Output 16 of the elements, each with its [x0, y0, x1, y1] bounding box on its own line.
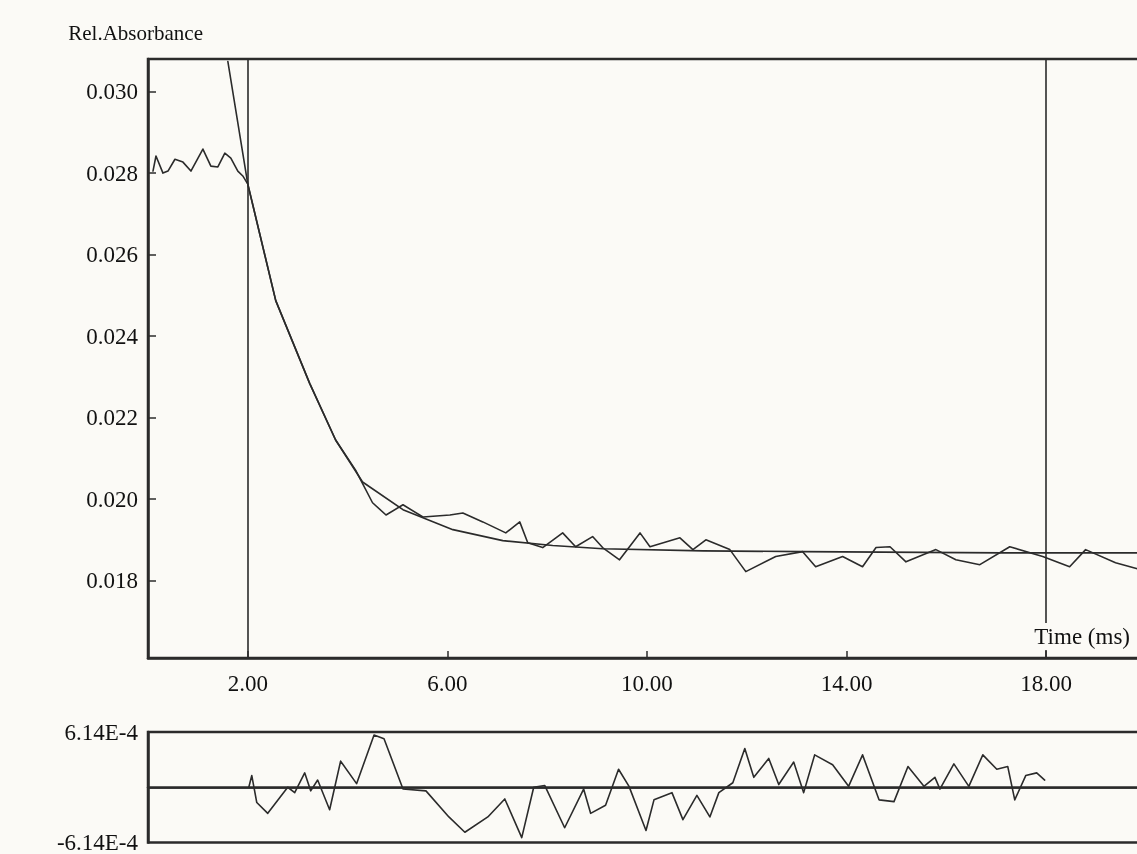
y-tick-label: 0.024 — [86, 323, 139, 349]
y-tick-label: -6.14E-4 — [56, 830, 139, 854]
x-tick-label: 10.00 — [621, 671, 673, 696]
y-tick-label: 0.026 — [86, 242, 138, 268]
y-tick-label: 0.018 — [86, 568, 138, 594]
y-axis-title: Rel.Absorbance — [68, 20, 203, 45]
y-tick-label: 6.14E-4 — [64, 719, 139, 745]
y-tick-label: 0.028 — [86, 160, 138, 186]
y-tick-label: 0.022 — [86, 405, 138, 431]
x-tick-label: 2.00 — [227, 671, 268, 696]
x-axis-title: Time (ms) — [1034, 624, 1130, 649]
x-tick-label: 6.00 — [427, 671, 468, 696]
x-tick-label: 14.00 — [820, 671, 873, 696]
y-tick-label: 0.020 — [86, 486, 138, 512]
x-tick-label: 18.00 — [1020, 671, 1073, 696]
y-tick-label: 0.030 — [86, 79, 138, 105]
